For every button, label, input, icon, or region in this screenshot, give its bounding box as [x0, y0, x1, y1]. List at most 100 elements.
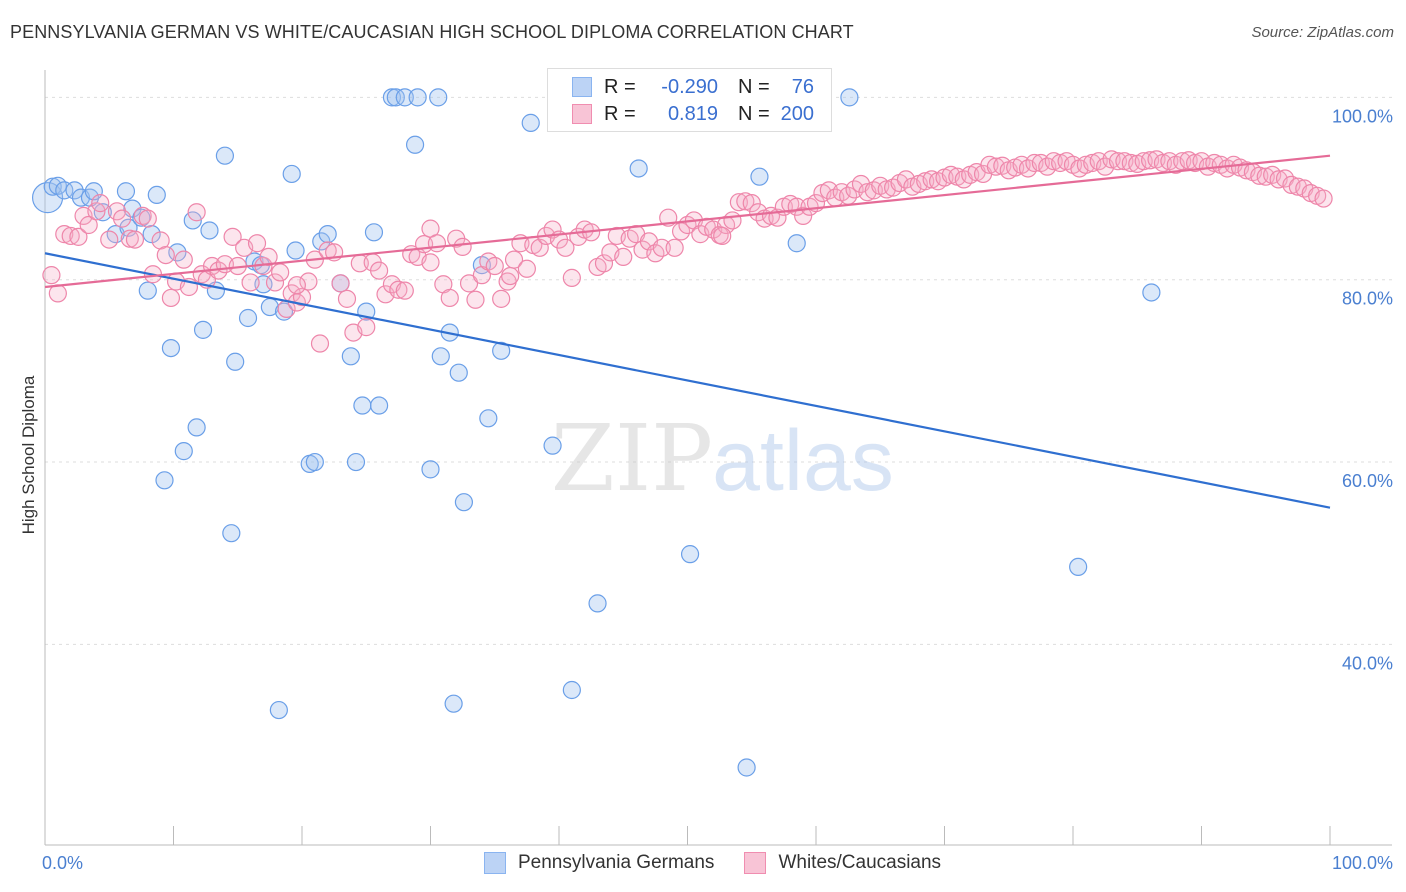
data-point — [405, 135, 425, 154]
data-point — [444, 694, 463, 713]
data-point — [364, 223, 384, 242]
data-point — [1250, 166, 1269, 185]
data-point — [156, 245, 175, 265]
data-point — [742, 194, 761, 213]
data-point — [193, 320, 213, 339]
data-point — [318, 225, 337, 244]
data-point — [431, 347, 450, 366]
legend-n-value: 200 — [780, 102, 814, 125]
x-tick-labels: 0.0% 100.0% — [42, 853, 1393, 873]
data-point — [112, 209, 132, 228]
data-point — [200, 221, 219, 240]
data-point — [138, 281, 157, 300]
x-tick-label: 0.0% — [42, 853, 83, 873]
data-point — [168, 243, 187, 262]
legend-r-value: -0.290 — [661, 75, 718, 98]
legend-r-value: 0.819 — [667, 102, 718, 125]
watermark-zip: ZIP — [551, 405, 713, 512]
data-point — [440, 288, 459, 308]
data-point — [265, 273, 285, 292]
data-point — [382, 88, 402, 107]
data-points — [31, 88, 1333, 777]
trend-line-pennsylvania-germans — [44, 252, 1331, 509]
data-point — [286, 241, 305, 260]
data-point — [594, 254, 614, 273]
data-point — [282, 164, 301, 184]
legend-n-label: N = — [738, 75, 770, 98]
data-point — [429, 88, 448, 107]
data-point — [125, 230, 145, 249]
data-point — [665, 238, 684, 257]
data-point — [259, 247, 278, 267]
data-point — [501, 266, 520, 286]
y-tick-labels: 40.0% 60.0% 80.0% 100.0% — [1332, 106, 1393, 673]
data-point — [357, 318, 376, 337]
data-point — [42, 266, 61, 285]
data-point — [84, 182, 103, 201]
data-point — [187, 418, 206, 437]
data-point — [48, 284, 67, 303]
y-tick-label: 40.0% — [1342, 653, 1393, 673]
data-point — [69, 227, 88, 246]
data-point — [492, 289, 511, 308]
data-point — [292, 287, 312, 307]
data-point — [287, 276, 306, 295]
series-whites-caucasians — [42, 150, 1333, 353]
axes — [44, 70, 1392, 846]
data-point — [614, 247, 633, 267]
data-point — [750, 167, 769, 186]
data-point — [454, 493, 474, 512]
y-tick-label: 60.0% — [1342, 471, 1393, 491]
data-point — [133, 206, 152, 225]
data-point — [479, 409, 498, 428]
data-point — [408, 88, 427, 107]
data-point — [421, 253, 440, 272]
data-point — [459, 274, 479, 293]
data-point — [238, 308, 258, 328]
legend-n-label: N = — [738, 102, 770, 125]
legend-swatch-pink — [744, 852, 767, 874]
data-point — [346, 452, 366, 472]
data-point — [916, 172, 935, 191]
data-point — [312, 232, 331, 251]
data-point — [370, 261, 389, 280]
data-point — [713, 226, 732, 246]
data-point — [341, 347, 360, 366]
data-point — [530, 238, 549, 257]
legend-n-value: 76 — [791, 75, 814, 98]
y-tick-label: 80.0% — [1342, 289, 1393, 309]
data-point — [174, 250, 193, 269]
data-point — [331, 274, 350, 293]
series-pennsylvania-germans — [31, 88, 1161, 777]
data-point — [337, 289, 357, 308]
data-point — [120, 229, 139, 248]
data-point — [100, 230, 119, 249]
legend-r-label: R = — [604, 75, 636, 98]
data-point — [629, 159, 648, 178]
data-point — [222, 524, 241, 543]
y-tick-label: 100.0% — [1332, 106, 1393, 126]
data-point — [161, 288, 181, 308]
legend-swatch-pink — [572, 104, 592, 124]
legend-label: Pennsylvania Germans — [518, 852, 715, 873]
data-point — [91, 194, 110, 213]
data-point — [310, 334, 330, 353]
x-tick-label: 100.0% — [1332, 853, 1393, 873]
y-axis-label: High School Diploma — [19, 375, 38, 534]
data-point — [241, 273, 260, 292]
data-point — [299, 272, 318, 291]
data-point — [556, 238, 575, 257]
data-point — [247, 234, 267, 253]
series-legend: Pennsylvania Germans Whites/Caucasians — [484, 852, 971, 874]
trend-lines — [44, 154, 1331, 509]
legend-item-whites-caucasians: Whites/Caucasians — [744, 852, 941, 874]
data-point — [161, 338, 181, 358]
data-point — [588, 594, 607, 613]
data-point — [155, 471, 174, 490]
data-point — [395, 281, 414, 300]
data-point — [543, 436, 562, 455]
data-point — [138, 209, 157, 228]
data-point — [794, 206, 813, 225]
data-point — [187, 203, 206, 222]
